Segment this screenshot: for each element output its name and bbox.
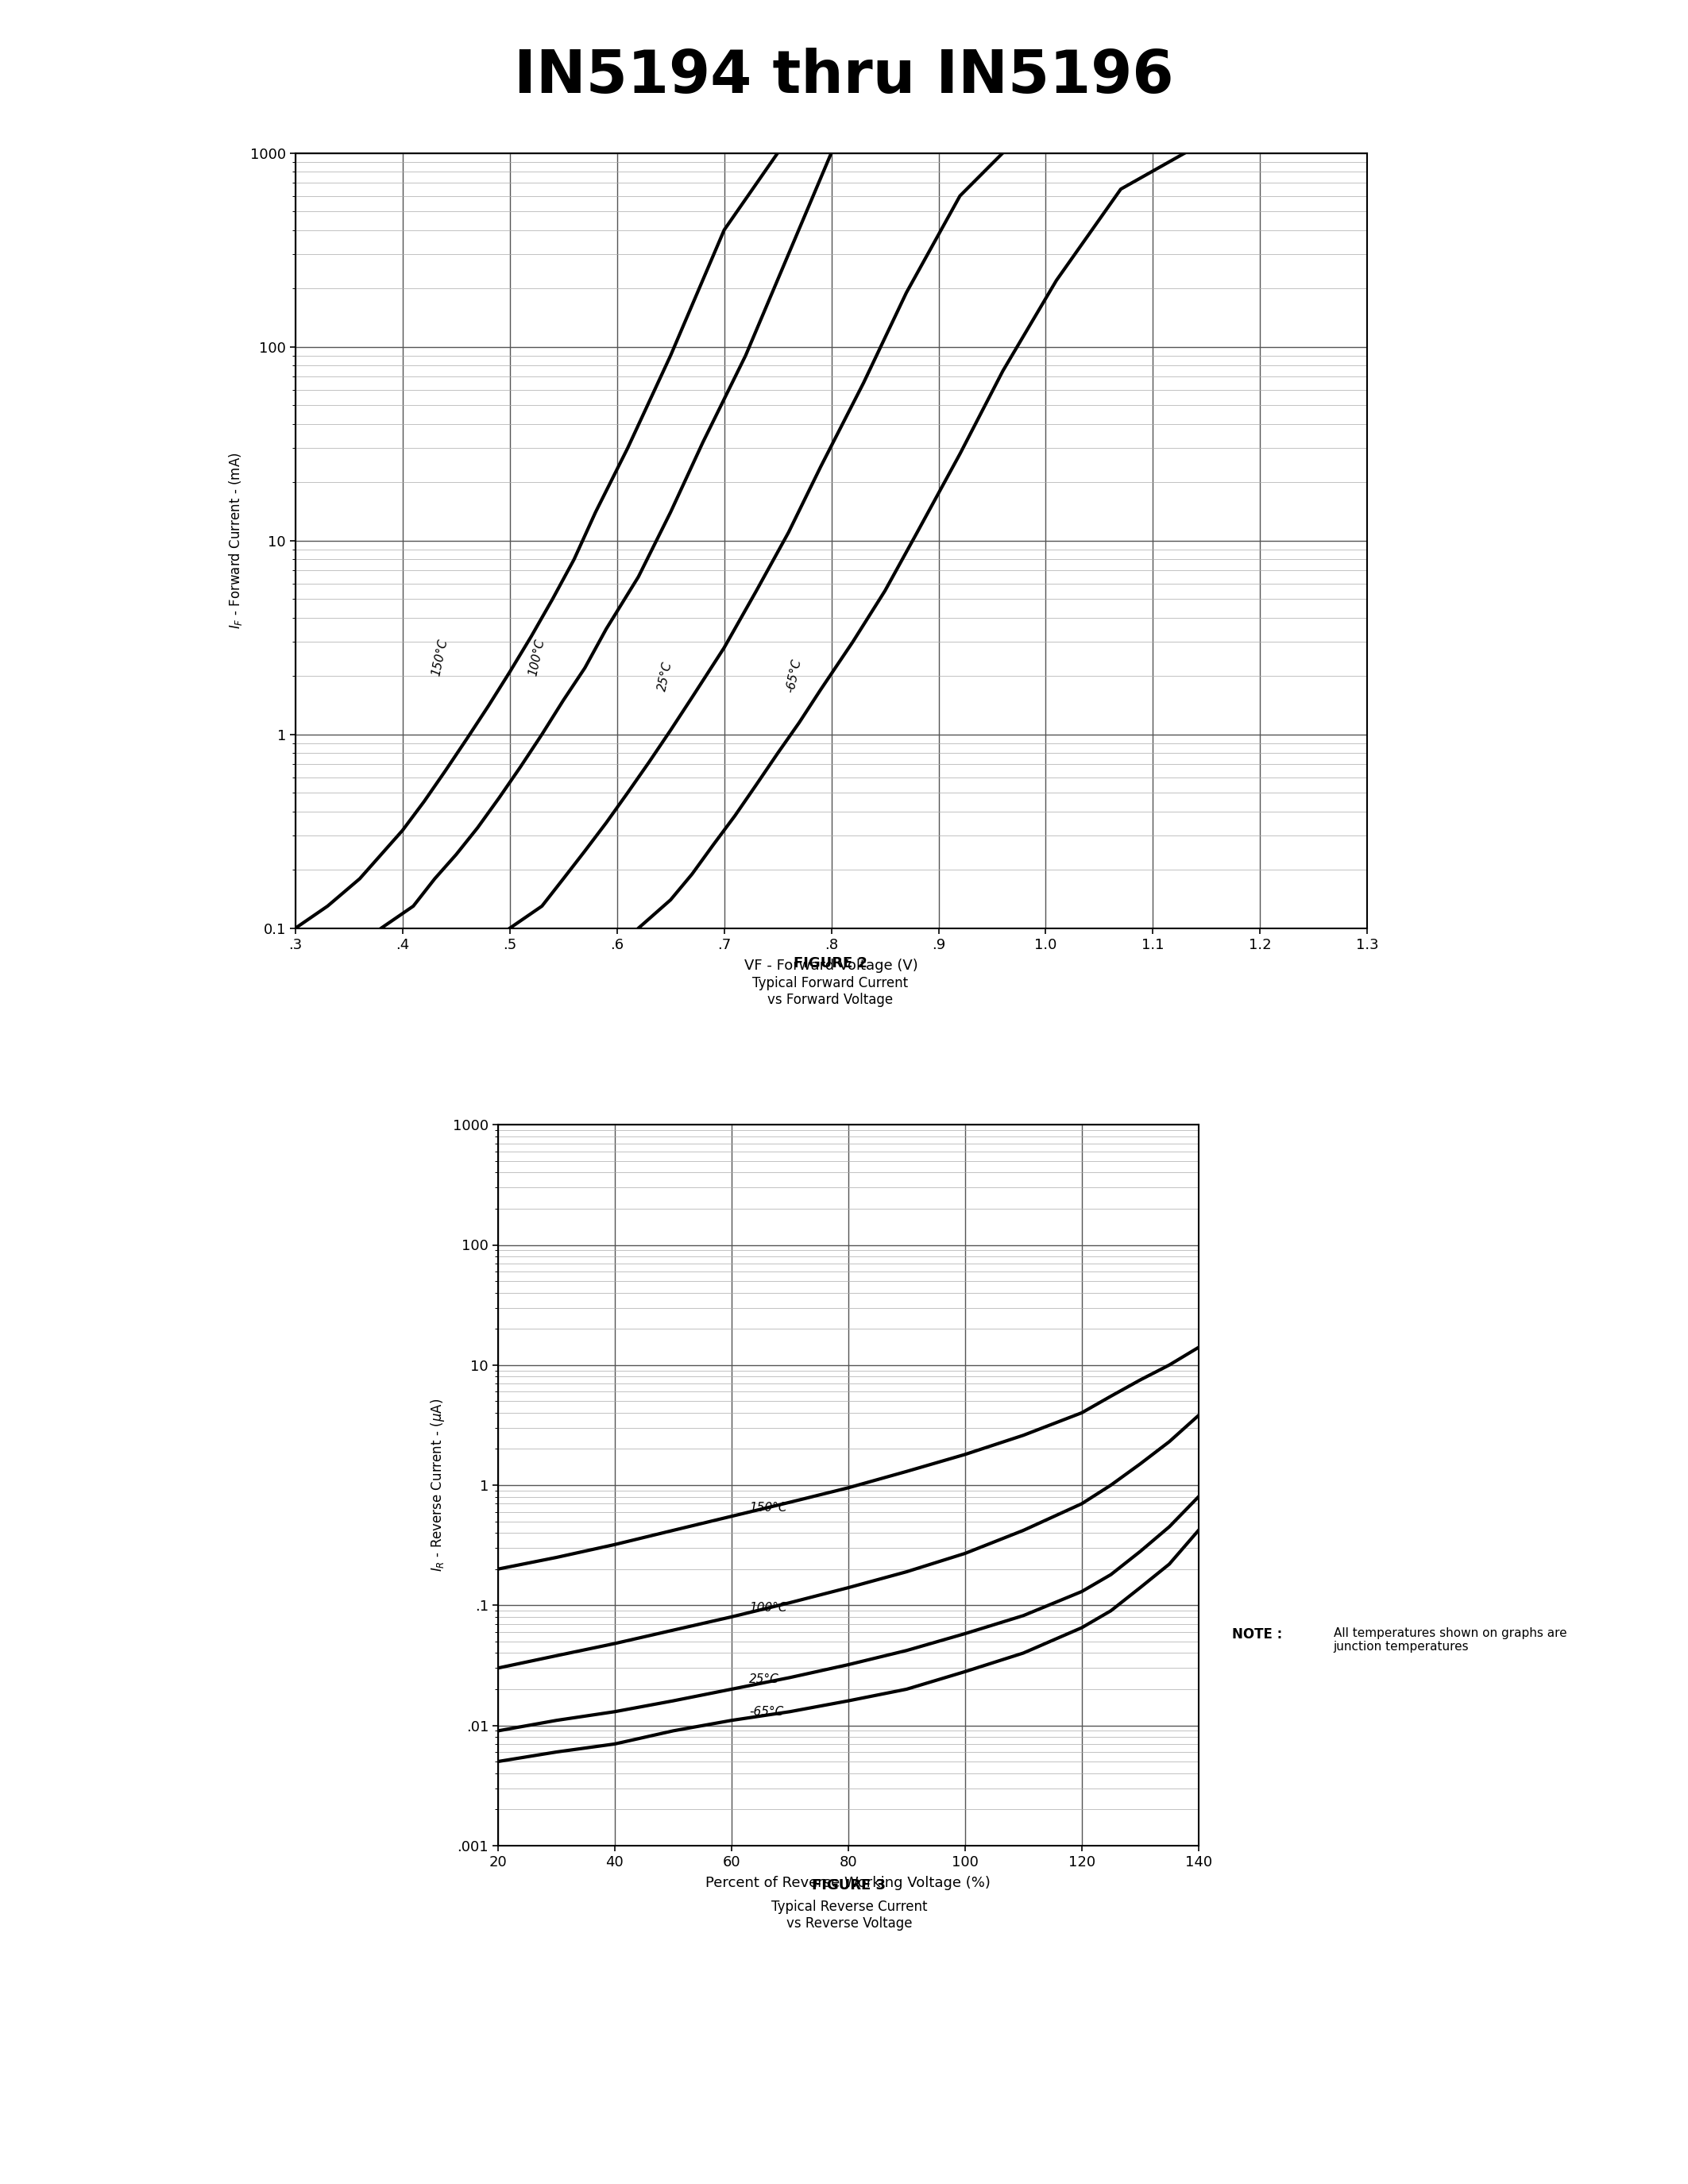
Text: 25°C: 25°C [657, 660, 674, 692]
Text: 150°C: 150°C [749, 1503, 787, 1514]
Text: -65°C: -65°C [749, 1706, 783, 1717]
Y-axis label: $I_R$ - Reverse Current - ($\mu$A): $I_R$ - Reverse Current - ($\mu$A) [429, 1398, 446, 1572]
Text: All temperatures shown on graphs are
junction temperatures: All temperatures shown on graphs are jun… [1334, 1627, 1566, 1653]
Text: FIGURE 2: FIGURE 2 [793, 957, 868, 972]
X-axis label: Percent of Reverse Working Voltage (%): Percent of Reverse Working Voltage (%) [706, 1876, 991, 1889]
X-axis label: VF - Forward Voltage (V): VF - Forward Voltage (V) [744, 959, 918, 972]
Text: 150°C: 150°C [430, 638, 451, 677]
Text: 100°C: 100°C [527, 638, 547, 677]
Text: NOTE :: NOTE : [1232, 1627, 1283, 1642]
Text: Typical Reverse Current
vs Reverse Voltage: Typical Reverse Current vs Reverse Volta… [771, 1900, 927, 1931]
Text: IN5194 thru IN5196: IN5194 thru IN5196 [515, 48, 1173, 105]
Text: 100°C: 100°C [749, 1601, 787, 1614]
Text: 25°C: 25°C [749, 1673, 778, 1686]
Text: FIGURE 3: FIGURE 3 [812, 1878, 886, 1894]
Text: Typical Forward Current
vs Forward Voltage: Typical Forward Current vs Forward Volta… [753, 976, 908, 1007]
Text: -65°C: -65°C [785, 657, 803, 695]
Y-axis label: $I_F$ - Forward Current - (mA): $I_F$ - Forward Current - (mA) [226, 452, 243, 629]
